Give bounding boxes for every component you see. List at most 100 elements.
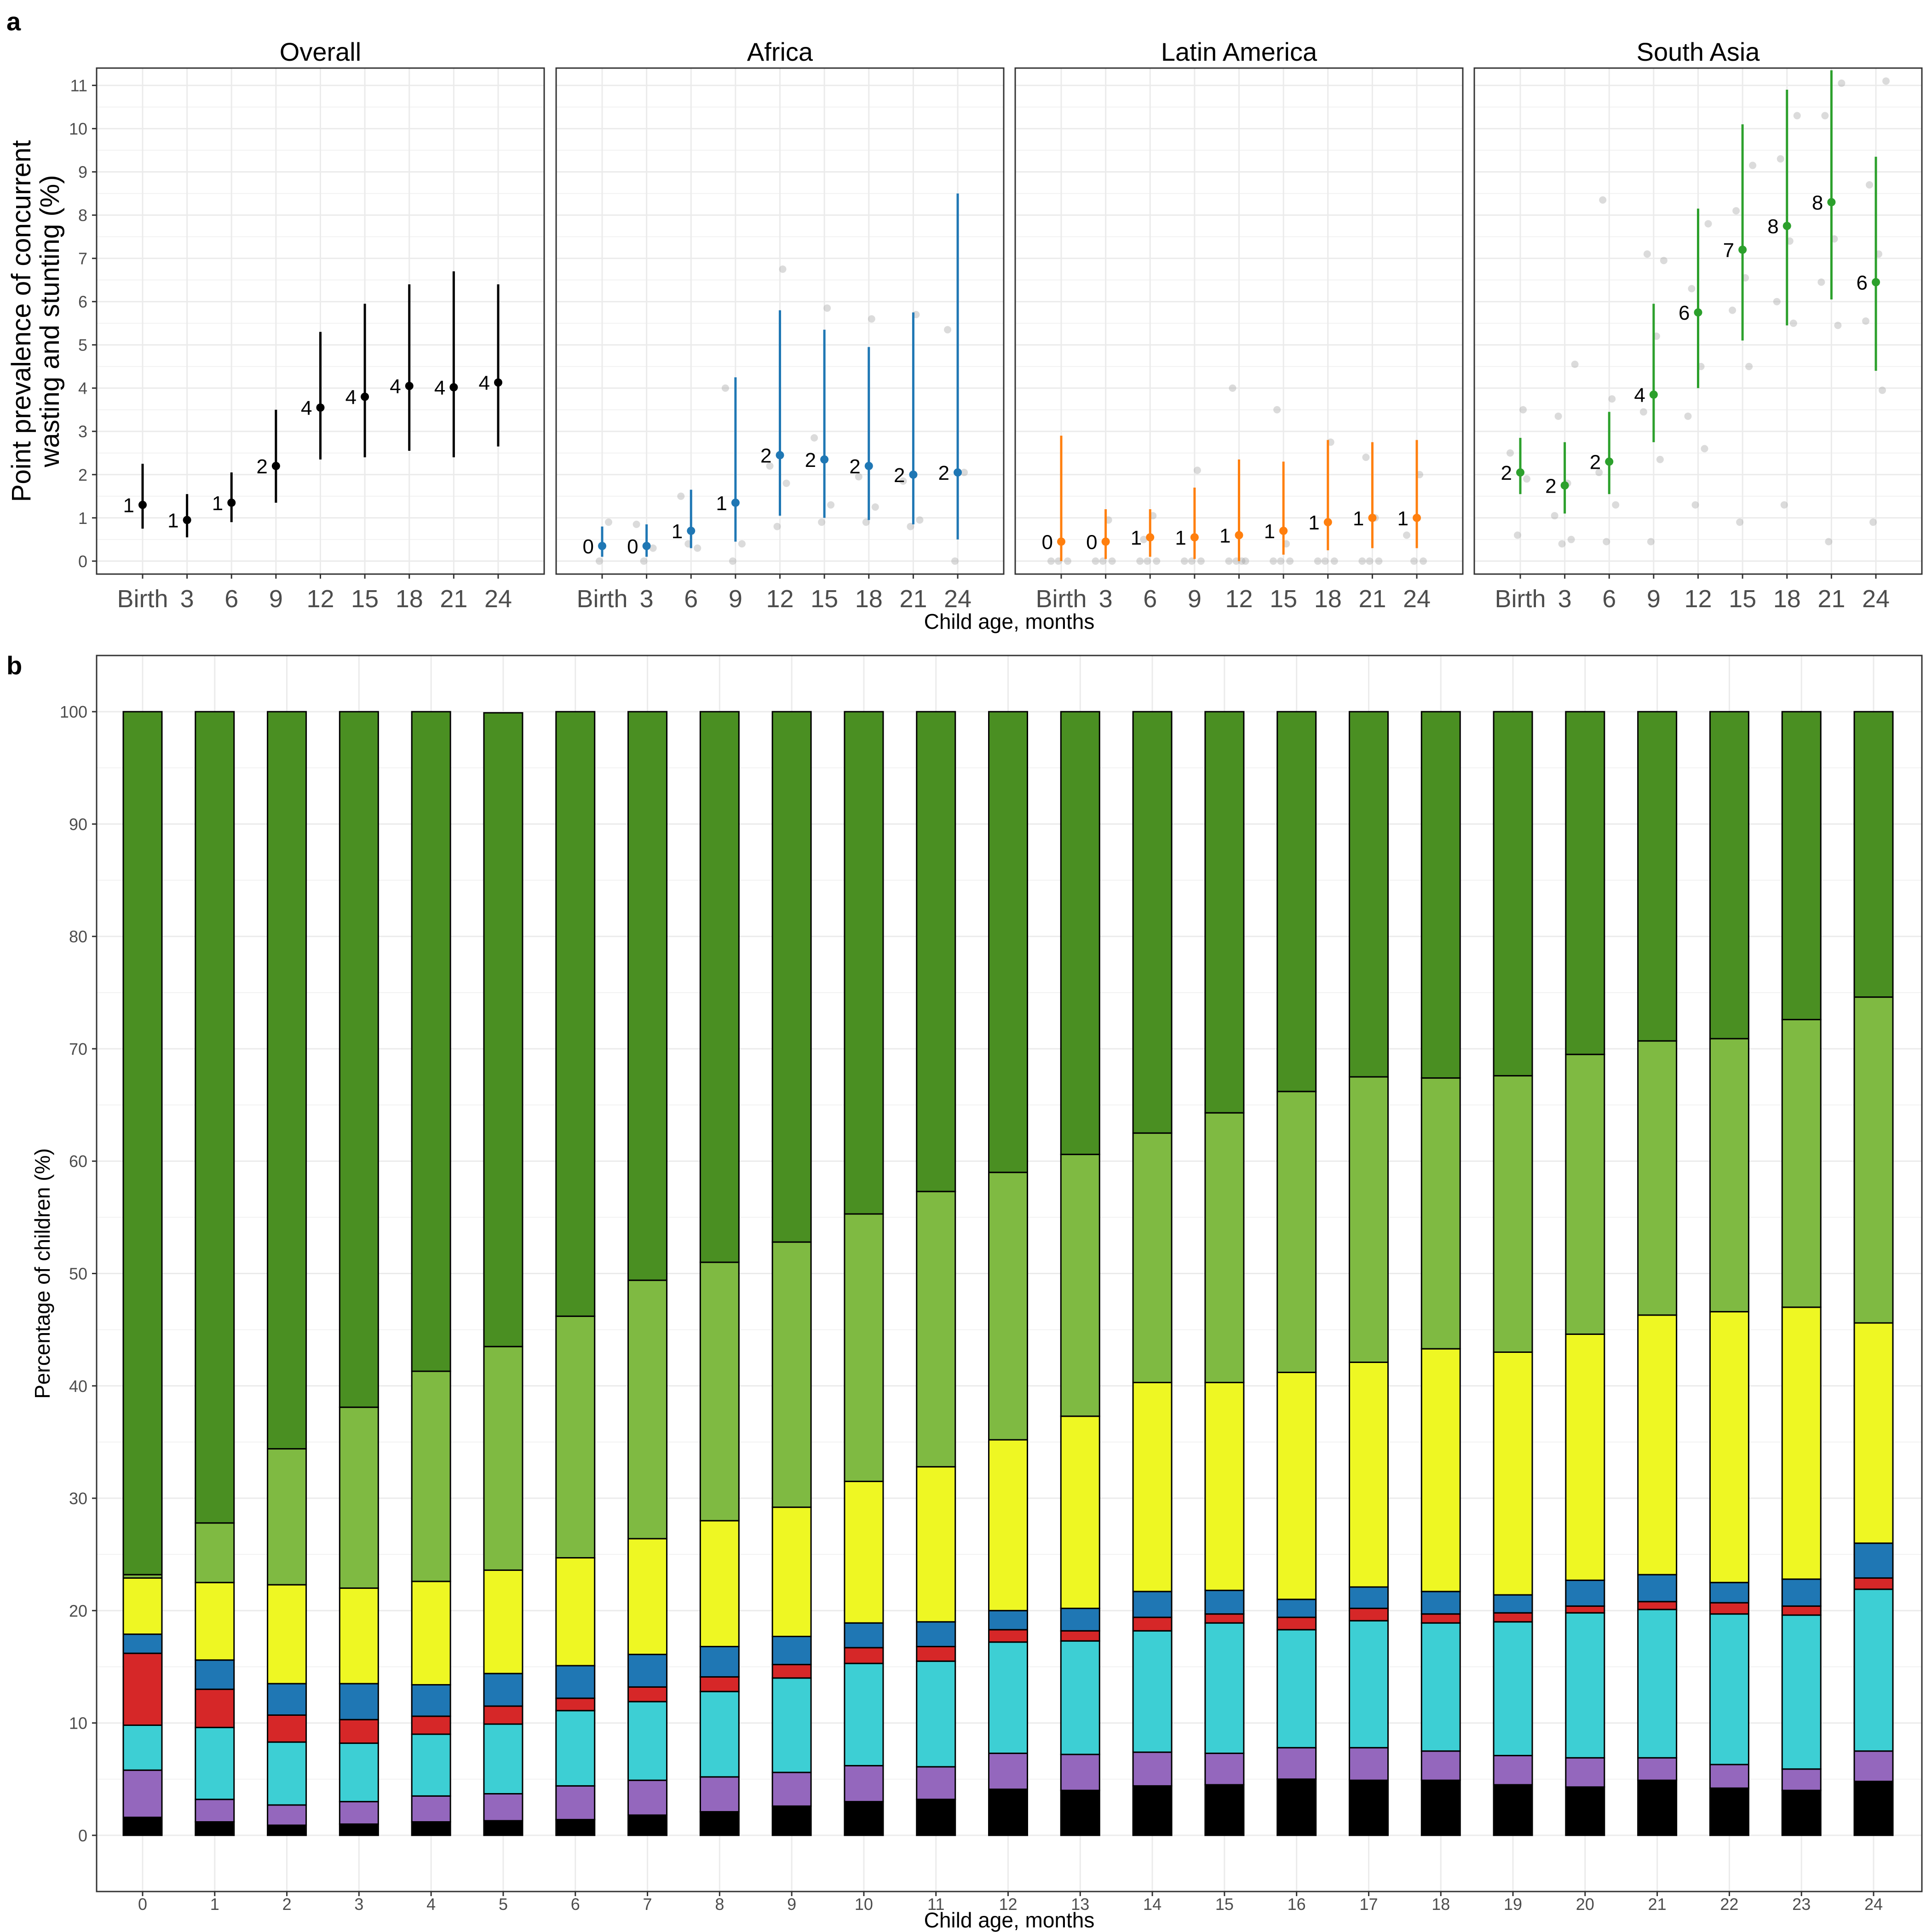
cohort-point [1571, 361, 1579, 368]
bar-segment [1132, 1591, 1173, 1618]
bar-segment [699, 1811, 740, 1836]
cohort-point [1358, 557, 1366, 565]
x-tick-label: 18 [1773, 585, 1801, 613]
estimate-label: 2 [1501, 462, 1512, 484]
bar-segment [1493, 1594, 1533, 1614]
bar-segment [1637, 1574, 1678, 1603]
facet-2: 0 0 1 1 1 1 1 1 1 Latin America Birth 3 6 9 12 15 18 21 24 [1014, 37, 1464, 613]
estimate-point [1649, 390, 1658, 399]
x-axis-title: Child age, months [924, 610, 1095, 633]
bar-segment [988, 711, 1028, 1173]
y-tick-label: 8 [78, 206, 87, 225]
bar-segment [555, 1315, 596, 1559]
bar-segment [988, 1439, 1028, 1611]
bar-segment [699, 1676, 740, 1692]
estimate-label: 4 [301, 397, 312, 420]
cohort-point [1817, 278, 1825, 286]
cohort-point [1691, 501, 1699, 509]
cohort-point [1153, 557, 1161, 565]
cohort-point [1273, 406, 1281, 414]
bar-segment [1276, 711, 1317, 1092]
bar-segment [988, 1610, 1028, 1631]
cohort-point [1366, 557, 1374, 565]
cohort-point [1092, 557, 1099, 565]
bar-segment [1348, 1586, 1389, 1609]
bar-segment [844, 1622, 884, 1649]
bar-segment [339, 1719, 379, 1744]
bar-segment [699, 711, 740, 1263]
cohort-point [596, 557, 603, 565]
bar-segment [1781, 1789, 1822, 1836]
x-tick-label: 24 [1403, 585, 1431, 613]
bar-segment [916, 1799, 956, 1836]
facet-title: Overall [280, 37, 361, 66]
x-tick-label: 12 [1684, 585, 1712, 613]
cohort-point [855, 473, 862, 481]
x-tick-label: 15 [1270, 585, 1297, 613]
bar-segment [195, 1522, 235, 1583]
y-axis-title-line: Point prevalence of concurrent [6, 140, 36, 502]
y-tick-label: 7 [78, 249, 87, 268]
y-tick-label: 11 [70, 76, 87, 95]
bar-segment [483, 1346, 523, 1571]
bar-segment [844, 1647, 884, 1664]
x-tick-label: 2 [282, 1895, 292, 1914]
x-tick-label: Birth [576, 585, 627, 613]
y-axis-title: Point prevalence of concurrentwasting an… [6, 140, 65, 502]
bar-segment [1060, 1754, 1100, 1791]
bar-segment [1348, 1779, 1389, 1836]
panel-b-letter: b [6, 651, 22, 680]
cohort-point [782, 479, 790, 487]
x-tick-label: 3 [1558, 585, 1572, 613]
estimate-label: 2 [894, 464, 905, 487]
bar-segment [988, 1629, 1028, 1643]
bar-segment [1060, 1640, 1100, 1755]
bar-segment [1348, 711, 1389, 1078]
bar-segment [988, 1753, 1028, 1790]
estimate-point [820, 455, 829, 464]
estimate-label: 0 [583, 535, 594, 558]
estimate-label: 1 [1175, 527, 1186, 549]
estimate-point [405, 382, 414, 391]
bar-segment [1204, 1589, 1245, 1615]
bar-segment [1781, 1614, 1822, 1770]
cohort-point [907, 523, 914, 530]
estimate-point [1782, 222, 1791, 230]
x-tick-label: 20 [1576, 1895, 1594, 1914]
estimate-label: 1 [1131, 527, 1142, 549]
cohort-point [1825, 538, 1833, 546]
estimate-label: 1 [1264, 520, 1275, 543]
estimate-point [1279, 526, 1288, 535]
cohort-point [773, 523, 781, 530]
y-tick-label: 100 [60, 702, 87, 721]
cohort-point [1603, 538, 1610, 546]
bar-segment [916, 1190, 956, 1468]
bar-segment [1132, 1381, 1173, 1593]
cohort-point [677, 492, 685, 500]
cohort-point [1558, 540, 1566, 548]
estimate-label: 1 [123, 494, 134, 517]
x-tick-label: Birth [117, 585, 168, 613]
cohort-point [1403, 531, 1410, 539]
bar-segment [1565, 1053, 1605, 1335]
bar-segment [195, 1581, 235, 1661]
bar-segment [555, 711, 596, 1317]
estimate-point [1146, 533, 1155, 542]
x-tick-label: 4 [426, 1895, 436, 1914]
bar-segment [1204, 1613, 1245, 1624]
cohort-point [823, 304, 831, 312]
bar-segment [916, 1466, 956, 1623]
x-tick-label: Birth [1495, 585, 1546, 613]
bar-segment [195, 1688, 235, 1728]
bar-segment [1493, 1621, 1533, 1756]
cohort-point [1639, 408, 1647, 416]
bar-segment [1493, 1351, 1533, 1596]
x-tick-label: 14 [1143, 1895, 1162, 1914]
estimate-label: 1 [716, 492, 727, 515]
x-tick-label: 16 [1288, 1895, 1306, 1914]
bar-segment [411, 1821, 451, 1836]
cohort-point [899, 477, 907, 485]
x-tick-label: 22 [1720, 1895, 1738, 1914]
facet-title: Latin America [1161, 37, 1317, 66]
